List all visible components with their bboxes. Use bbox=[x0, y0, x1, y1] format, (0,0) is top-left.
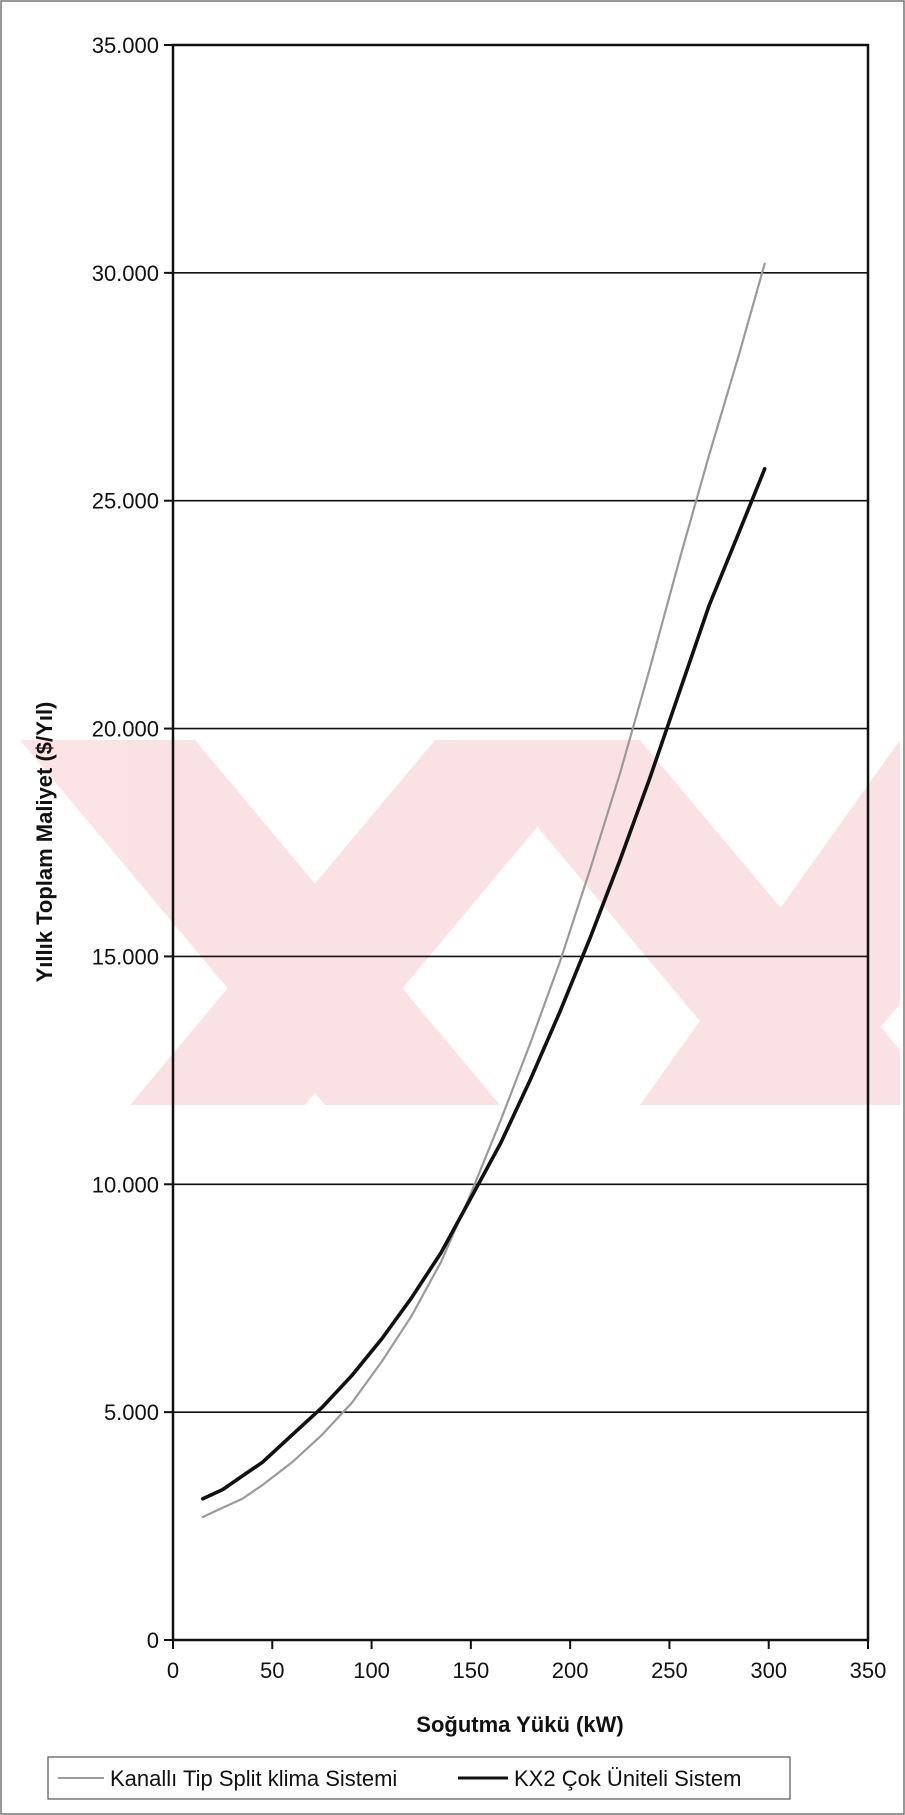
y-tick-labels: 0 5.000 10.000 15.000 20.000 25.000 30.000 35.0… bbox=[92, 33, 159, 1653]
axis-ticks bbox=[164, 44, 869, 1649]
y-tick-label: 25.000 bbox=[92, 489, 159, 514]
watermark-logo bbox=[20, 740, 900, 1105]
x-axis-title: Soğutma Yükü (kW) bbox=[416, 1712, 623, 1737]
legend-label-series-2: KX2 Çok Üniteli Sistem bbox=[514, 1766, 741, 1791]
series-line-1 bbox=[201, 262, 766, 1519]
legend: Kanallı Tip Split klima Sistemi KX2 Çok … bbox=[47, 1756, 791, 1800]
x-tick-label: 300 bbox=[750, 1658, 787, 1683]
y-tick-label: 10.000 bbox=[92, 1172, 159, 1197]
series-lines bbox=[201, 262, 767, 1519]
x-tick-label: 350 bbox=[850, 1658, 887, 1683]
y-tick-label: 20.000 bbox=[92, 717, 159, 742]
x-tick-label: 0 bbox=[167, 1658, 179, 1683]
x-tick-label: 200 bbox=[552, 1658, 589, 1683]
x-tick-labels: 0 50 100 150 200 250 300 350 bbox=[167, 1658, 886, 1683]
x-tick-label: 150 bbox=[452, 1658, 489, 1683]
y-axis-title: Yıllık Toplam Maliyet ($/Yıl) bbox=[32, 702, 57, 983]
y-tick-label: 15.000 bbox=[92, 944, 159, 969]
y-tick-label: 30.000 bbox=[92, 261, 159, 286]
y-tick-label: 0 bbox=[147, 1628, 159, 1653]
series-line-2 bbox=[201, 466, 767, 1501]
x-tick-label: 250 bbox=[651, 1658, 688, 1683]
x-tick-label: 100 bbox=[353, 1658, 390, 1683]
x-tick-label: 50 bbox=[260, 1658, 284, 1683]
legend-label-series-1: Kanallı Tip Split klima Sistemi bbox=[110, 1766, 397, 1791]
y-tick-label: 35.000 bbox=[92, 33, 159, 58]
legend-box bbox=[47, 1756, 791, 1800]
y-tick-label: 5.000 bbox=[104, 1400, 159, 1425]
plot-area-border bbox=[171, 43, 870, 1642]
